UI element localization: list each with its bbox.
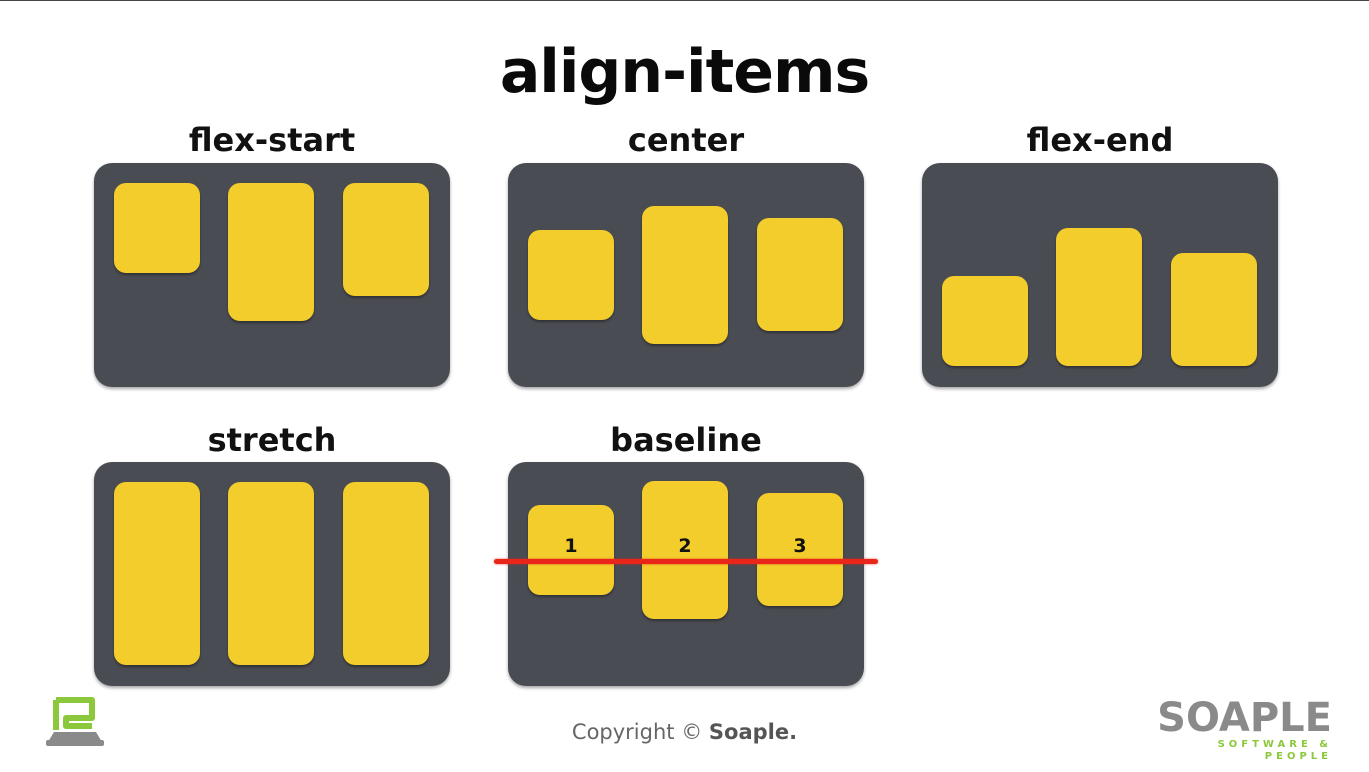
flex-item-1	[114, 482, 200, 665]
soaple-logo-icon	[46, 697, 104, 746]
page-title: align-items	[499, 37, 870, 107]
flex-item-1	[114, 183, 200, 273]
flex-item-3	[1171, 253, 1257, 366]
flex-item-3	[343, 183, 429, 296]
panel-stretch	[94, 462, 450, 686]
panel-flex-end	[922, 163, 1278, 387]
baseline-marker-line	[494, 559, 878, 564]
panel-baseline: 1 2 3	[508, 462, 864, 686]
brand-name: SOAPLE	[1157, 695, 1332, 741]
flex-item-1	[942, 276, 1028, 366]
flex-item-3	[343, 482, 429, 665]
panel-title-flex-start: flex-start	[188, 121, 356, 159]
brand-tagline: SOFTWARE & PEOPLE	[1217, 739, 1332, 762]
panel-title-center: center	[627, 121, 745, 159]
flex-item-2	[228, 183, 314, 321]
panel-title-baseline: baseline	[610, 421, 762, 459]
panel-flex-start	[94, 163, 450, 387]
flex-item-2	[228, 482, 314, 665]
top-border	[0, 0, 1369, 1]
brand-logo: SOAPLE SOFTWARE & PEOPLE	[1148, 697, 1332, 763]
copyright-brand: Soaple.	[708, 720, 798, 744]
flex-item-1	[528, 230, 614, 320]
copyright-prefix: Copyright ©	[571, 720, 703, 744]
copyright-text: Copyright © Soaple.	[0, 718, 1369, 746]
item-number: 3	[793, 535, 807, 557]
panel-title-flex-end: flex-end	[1026, 121, 1174, 159]
flex-item-1: 1	[528, 505, 614, 595]
flex-item-3: 3	[757, 493, 843, 606]
panel-title-stretch: stretch	[207, 421, 337, 459]
flex-item-3	[757, 218, 843, 331]
flex-item-2	[642, 206, 728, 344]
flex-item-2: 2	[642, 481, 728, 619]
item-number: 1	[564, 535, 578, 557]
item-number: 2	[678, 535, 692, 557]
flex-item-2	[1056, 228, 1142, 366]
panel-center	[508, 163, 864, 387]
